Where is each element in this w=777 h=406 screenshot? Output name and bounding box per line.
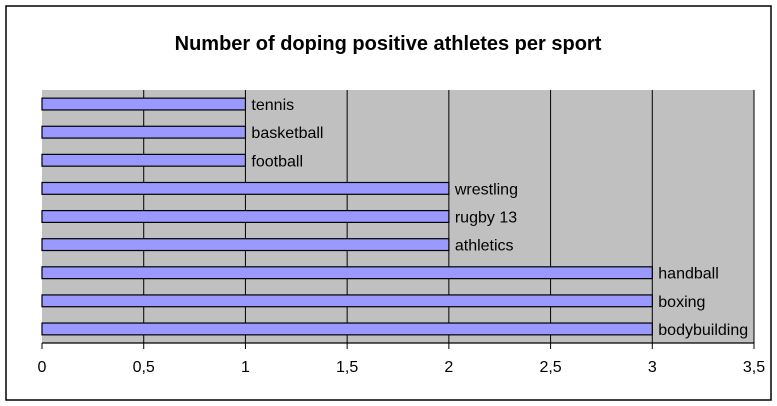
x-tick-label: 2 bbox=[444, 359, 453, 376]
bar bbox=[41, 322, 653, 336]
category-label: tennis bbox=[251, 97, 294, 114]
category-label: handball bbox=[658, 266, 719, 283]
chart-title: Number of doping positive athletes per s… bbox=[175, 33, 602, 55]
x-tick-label: 0 bbox=[38, 359, 47, 376]
x-axis-ticks: 0 0,5 1 1,5 2 2,5 3 3,5 bbox=[38, 343, 765, 376]
category-labels: tennis basketball football wrestling rugby 1… bbox=[251, 97, 748, 339]
category-label: football bbox=[251, 153, 303, 170]
x-tick-label: 1,5 bbox=[336, 359, 358, 376]
x-tick-label: 3 bbox=[648, 359, 657, 376]
bar bbox=[41, 238, 450, 252]
category-label: rugby 13 bbox=[455, 210, 517, 227]
category-label: bodybuilding bbox=[658, 322, 748, 339]
category-label: boxing bbox=[658, 294, 705, 311]
bar bbox=[41, 294, 653, 308]
bar bbox=[41, 125, 247, 139]
category-label: basketball bbox=[251, 125, 323, 142]
bar bbox=[41, 153, 247, 167]
x-tick-label: 0,5 bbox=[133, 359, 155, 376]
x-tick-label: 3,5 bbox=[743, 359, 765, 376]
category-label: wrestling bbox=[454, 181, 518, 198]
x-tick-label: 2,5 bbox=[539, 359, 561, 376]
bars bbox=[41, 97, 653, 336]
x-tick-label: 1 bbox=[241, 359, 250, 376]
category-label: athletics bbox=[455, 238, 514, 255]
bar bbox=[41, 266, 653, 280]
bar bbox=[41, 97, 247, 111]
bar bbox=[41, 181, 450, 195]
bar bbox=[41, 209, 450, 224]
